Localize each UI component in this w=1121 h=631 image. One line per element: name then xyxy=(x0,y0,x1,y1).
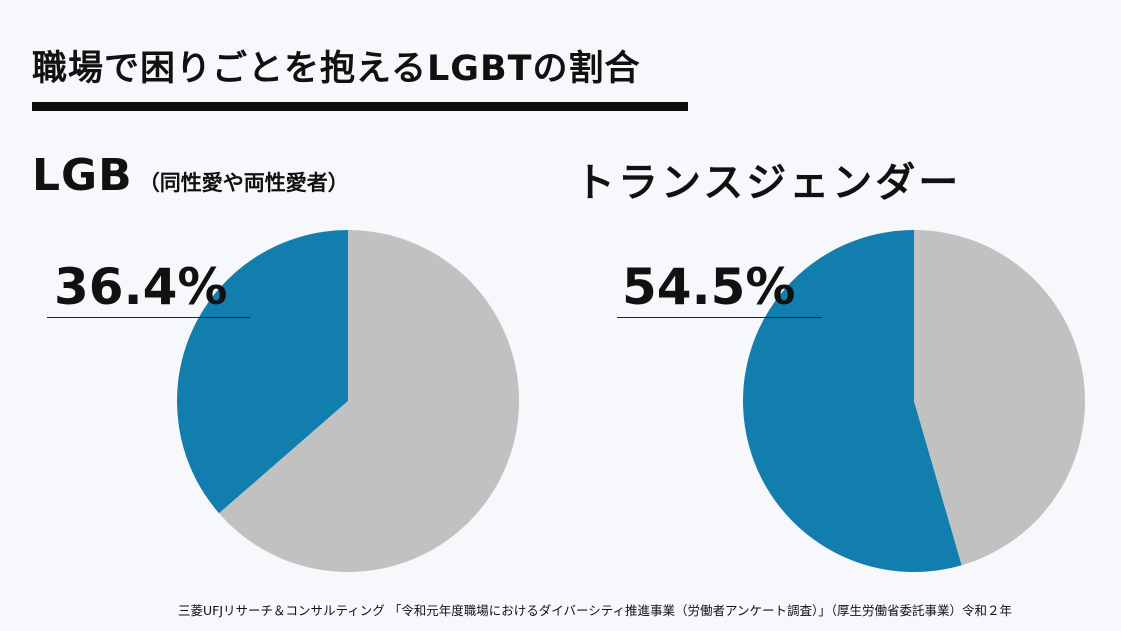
leader-line-transgender xyxy=(617,317,822,318)
pie-chart-lgb xyxy=(177,230,519,572)
pie-slice-remainder xyxy=(914,230,1085,566)
chart-label-lgb: LGB （同性愛や両性愛者） xyxy=(32,150,349,201)
title-underline xyxy=(32,102,688,111)
pie-slice-highlight xyxy=(743,230,962,572)
chart-title-lgb: LGB xyxy=(32,150,133,201)
leader-line-lgb xyxy=(47,317,250,318)
pie-slice-highlight xyxy=(177,230,348,514)
chart-subtitle-lgb: （同性愛や両性愛者） xyxy=(138,171,349,195)
percent-label-transgender: 54.5% xyxy=(622,258,796,316)
pie-slice-remainder xyxy=(219,230,519,572)
page-title: 職場で困りごとを抱えるLGBTの割合 xyxy=(32,49,641,89)
chart-title-transgender: トランスジェンダー xyxy=(575,160,962,206)
percent-label-lgb: 36.4% xyxy=(54,258,228,316)
pie-chart-transgender xyxy=(743,230,1085,572)
source-note: 三菱UFJリサーチ＆コンサルティング 「令和元年度職場におけるダイバーシティ推進… xyxy=(178,603,1013,618)
